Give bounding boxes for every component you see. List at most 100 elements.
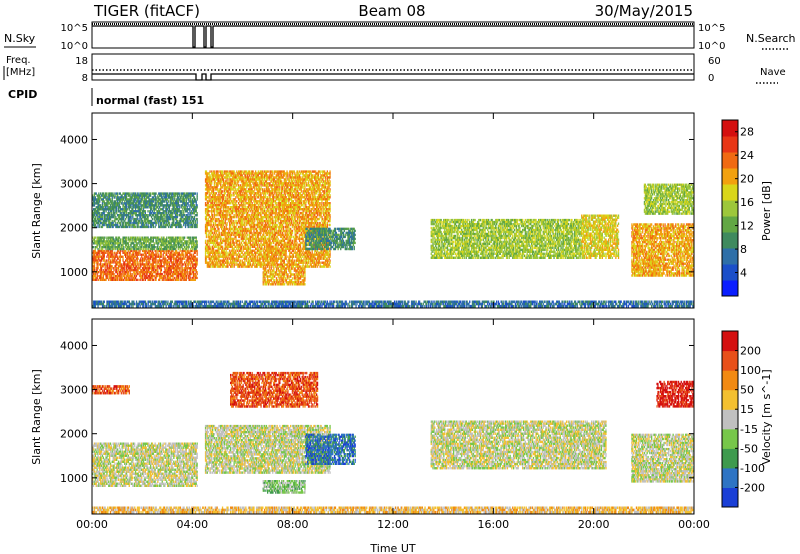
echo-cell	[170, 274, 172, 278]
echo-cell	[167, 244, 169, 247]
echo-cell	[112, 242, 114, 245]
echo-cell	[134, 251, 137, 254]
echo-cell	[177, 267, 179, 270]
echo-cell	[168, 236, 171, 239]
echo-cell	[168, 247, 171, 251]
echo-cell	[176, 276, 179, 280]
echo-cell	[172, 257, 174, 260]
echo-cell	[101, 221, 104, 225]
echo-cell	[171, 249, 173, 253]
echo-cell	[162, 249, 164, 253]
nsky-trace	[92, 25, 694, 48]
echo-cell	[122, 265, 124, 268]
echo-cell	[130, 276, 132, 280]
echo-cell	[150, 244, 153, 247]
echo-cell	[101, 251, 104, 254]
echo-cell	[194, 261, 196, 264]
echo-cell	[159, 263, 161, 266]
echo-cell	[120, 278, 122, 281]
echo-cell	[175, 259, 177, 262]
echo-cell	[103, 272, 105, 276]
echo-cell	[168, 269, 171, 272]
echo-cell	[100, 214, 103, 217]
echo-cell	[184, 257, 186, 260]
echo-cell	[100, 238, 103, 241]
echo-cell	[96, 240, 98, 243]
echo-cell	[169, 269, 171, 272]
echo-cell	[100, 278, 103, 281]
echo-cell	[97, 200, 99, 203]
echo-cell	[193, 255, 196, 258]
echo-cell	[157, 251, 159, 254]
echo-cell	[190, 257, 192, 260]
echo-cell	[176, 274, 179, 278]
echo-cell	[104, 263, 106, 266]
echo-cell	[99, 247, 101, 251]
echo-cell	[107, 242, 109, 245]
echo-cell	[99, 194, 101, 197]
echo-cell	[134, 246, 136, 249]
echo-cell	[167, 263, 169, 266]
echo-cell	[167, 246, 170, 249]
echo-cell	[168, 244, 171, 247]
echo-cell	[167, 272, 169, 276]
echo-cell	[151, 247, 154, 251]
echo-cell	[187, 263, 189, 266]
echo-cell	[175, 251, 178, 254]
echo-cell	[153, 274, 155, 278]
echo-cell	[94, 215, 96, 219]
echo-cell	[116, 263, 118, 266]
echo-cell	[102, 212, 104, 215]
echo-cell	[171, 247, 173, 251]
echo-cell	[142, 272, 144, 276]
echo-cell	[97, 261, 99, 264]
echo-cell	[147, 236, 149, 239]
echo-cell	[187, 240, 189, 243]
echo-cell	[179, 267, 181, 270]
echo-cell	[190, 240, 192, 243]
echo-cell	[107, 244, 109, 247]
echo-cell	[92, 225, 94, 229]
echo-cell	[156, 265, 158, 268]
echo-cell	[102, 257, 104, 260]
echo-cell	[150, 236, 152, 239]
echo-cell	[110, 267, 112, 270]
echo-cell	[144, 253, 146, 256]
echo-cell	[160, 247, 162, 251]
echo-cell	[160, 242, 162, 245]
echo-cell	[148, 261, 150, 264]
echo-cell	[96, 212, 98, 215]
echo-cell	[137, 263, 139, 266]
echo-cell	[196, 246, 198, 249]
echo-cell	[110, 269, 112, 272]
echo-cell	[106, 259, 108, 262]
echo-cell	[109, 274, 112, 278]
echo-cell	[94, 247, 96, 251]
echo-cell	[169, 278, 171, 281]
echo-cell	[130, 278, 132, 281]
echo-cell	[103, 259, 105, 262]
echo-cell	[187, 244, 189, 247]
echo-cell	[93, 251, 96, 254]
echo-cell	[173, 242, 175, 245]
echo-cell	[171, 261, 173, 264]
echo-cell	[144, 247, 146, 251]
echo-cell	[135, 244, 137, 247]
echo-cell	[189, 242, 191, 245]
echo-cell	[116, 267, 118, 270]
echo-cell	[125, 242, 127, 245]
echo-cell	[161, 247, 163, 251]
echo-cell	[143, 276, 146, 280]
echo-cell	[117, 269, 120, 272]
echo-cell	[131, 269, 133, 272]
echo-cell	[164, 259, 166, 262]
echo-cell	[196, 263, 198, 266]
echo-cell	[125, 255, 127, 258]
echo-cell	[140, 257, 142, 260]
echo-cell	[190, 276, 192, 280]
echo-cell	[140, 253, 142, 256]
echo-cell	[159, 238, 161, 241]
echo-cell	[170, 238, 172, 241]
echo-cell	[167, 265, 169, 268]
echo-cell	[102, 208, 104, 211]
